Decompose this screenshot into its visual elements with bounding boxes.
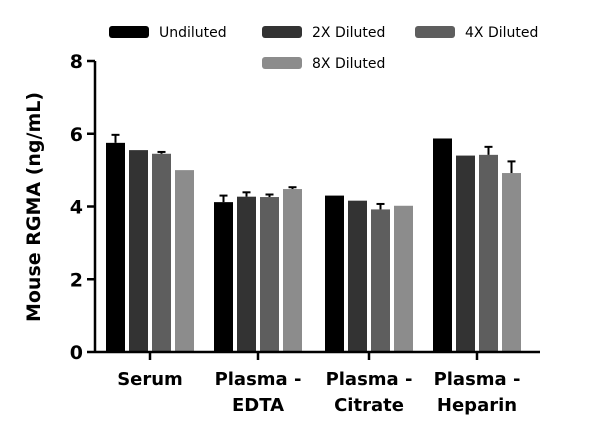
bar — [152, 153, 171, 352]
x-category-label: Citrate — [334, 395, 404, 416]
bar — [348, 200, 367, 352]
y-axis-title: Mouse RGMA (ng/mL) — [23, 92, 45, 322]
bar — [237, 196, 256, 352]
bar — [479, 154, 498, 352]
bar — [129, 150, 148, 352]
bar — [175, 170, 194, 352]
bar — [106, 142, 125, 352]
x-category-label: Plasma - — [215, 369, 302, 390]
bar — [394, 205, 413, 352]
y-tick-label: 6 — [70, 124, 83, 146]
bar — [456, 155, 475, 352]
legend-swatch — [262, 57, 302, 69]
bar — [502, 173, 521, 352]
x-category-label: Plasma - — [326, 369, 413, 390]
legend-label: 2X Diluted — [312, 25, 385, 41]
y-tick-label: 4 — [70, 197, 83, 219]
bar — [371, 209, 390, 352]
legend: Undiluted 2X Diluted 4X Diluted 8X Diluted — [109, 25, 538, 72]
bar — [260, 197, 279, 352]
legend-swatch — [262, 26, 302, 38]
bar — [433, 138, 452, 352]
y-ticks: 0 2 4 6 8 — [70, 51, 95, 364]
x-categories: Serum Plasma - EDTA Plasma - Citrate Plasma -… — [117, 352, 520, 416]
y-tick-label: 8 — [70, 51, 83, 73]
bar — [325, 195, 344, 352]
bars-group — [106, 133, 521, 352]
x-category-label: Heparin — [437, 395, 517, 416]
y-tick-label: 2 — [70, 269, 83, 291]
bar — [283, 189, 302, 352]
legend-swatch — [415, 26, 455, 38]
legend-label: Undiluted — [159, 25, 227, 41]
y-tick-label: 0 — [70, 342, 83, 364]
legend-label: 4X Diluted — [465, 25, 538, 41]
x-category-label: Serum — [117, 369, 183, 390]
x-category-label: EDTA — [232, 395, 284, 416]
legend-swatch — [109, 26, 149, 38]
bar — [214, 202, 233, 352]
legend-label: 8X Diluted — [312, 56, 385, 72]
x-category-label: Plasma - — [434, 369, 521, 390]
